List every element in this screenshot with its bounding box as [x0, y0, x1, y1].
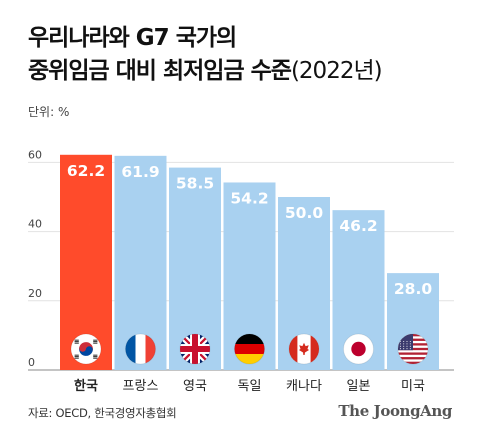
chart-title: 우리나라와 G7 국가의 중위임금 대비 최저임금 수준(2022년)	[28, 22, 468, 88]
y-tick-label: 0	[28, 356, 35, 369]
title-line-2: 중위임금 대비 최저임금 수준(2022년)	[28, 55, 468, 88]
category-label: 미국	[401, 379, 425, 394]
brand-logo: The JoongAng	[338, 402, 452, 420]
bar-value-label: 58.5	[176, 175, 214, 193]
category-label: 한국	[74, 378, 98, 394]
y-tick-label: 60	[28, 148, 42, 161]
category-label: 프랑스	[123, 379, 159, 394]
bar-value-label: 50.0	[285, 204, 323, 222]
germany-flag-icon	[234, 334, 265, 364]
title-line-2-text: 중위임금 대비 최저임금 수준	[28, 58, 292, 84]
bar-value-label: 54.2	[230, 189, 268, 207]
title-year: (2022년)	[290, 58, 383, 84]
japan-flag-icon	[343, 334, 374, 364]
bar-value-label: 61.9	[121, 163, 159, 181]
france-flag-icon	[125, 334, 156, 364]
y-tick-label: 40	[28, 218, 42, 231]
y-tick-label: 20	[28, 287, 42, 300]
south-korea-flag-icon	[71, 334, 101, 364]
bar-value-label: 46.2	[339, 217, 377, 235]
unit-label: 단위: %	[28, 105, 70, 119]
canada-flag-icon	[289, 334, 319, 364]
source-note: 자료: OECD, 한국경영자총협회	[28, 406, 177, 420]
category-label: 영국	[183, 379, 207, 394]
category-label: 독일	[238, 379, 262, 394]
bar-value-label: 28.0	[394, 280, 432, 298]
uk-flag-icon	[180, 334, 210, 364]
category-label: 캐나다	[286, 379, 322, 394]
category-label: 일본	[347, 379, 371, 394]
title-line-1: 우리나라와 G7 국가의	[28, 25, 237, 51]
bar-value-label: 62.2	[67, 162, 105, 180]
usa-flag-icon	[398, 334, 428, 364]
